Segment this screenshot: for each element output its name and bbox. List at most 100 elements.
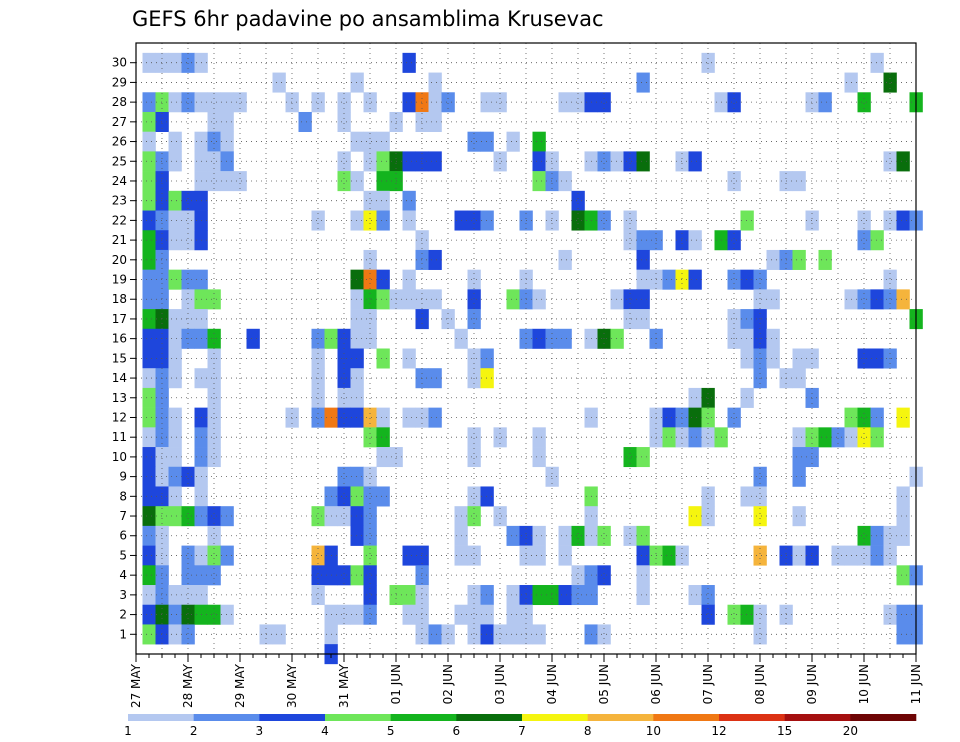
precip-cell [688,407,702,428]
precip-cell [181,466,195,487]
precip-cell [142,624,156,645]
precip-cell [727,171,741,192]
precip-cell [363,151,377,172]
precip-cell [181,585,195,606]
precip-cell [311,387,325,408]
precip-cell [493,427,507,448]
precip-cell [363,309,377,330]
precip-cell [272,624,286,645]
precip-cell [181,210,195,231]
precip-cell [272,72,286,93]
precip-cell [792,348,806,369]
precip-cell [350,328,364,349]
precip-cell [402,190,416,211]
precip-cell [142,545,156,566]
precip-cell [792,368,806,389]
precip-cell [181,269,195,290]
precip-cell [142,447,156,468]
precip-cell [753,269,767,290]
precip-cell [636,230,650,251]
precip-cell [168,230,182,251]
x-tick-label: 01 JUN [389,664,403,704]
precip-cell [155,486,169,507]
colorbar-swatch [128,714,194,721]
precip-cell [220,151,234,172]
precip-cell [857,427,871,448]
precip-cell [558,92,572,113]
precip-cell [376,348,390,369]
precip-cell [532,151,546,172]
colorbar-label: 7 [518,724,526,738]
precip-cell [350,407,364,428]
precip-cell [142,131,156,152]
precip-cell [753,289,767,310]
precip-cell [506,289,520,310]
precip-cell [207,92,221,113]
precip-cell [155,269,169,290]
precip-cell [337,565,351,586]
precip-cell [558,525,572,546]
precip-cell [480,348,494,369]
precip-cell [662,545,676,566]
precip-cell [220,545,234,566]
precip-cell [428,72,442,93]
precip-cell [415,309,429,330]
colorbar-label: 1 [124,724,132,738]
precip-cell [883,210,897,231]
precip-cell [363,486,377,507]
precip-cell [896,407,910,428]
precip-cell [597,624,611,645]
precip-cell [792,506,806,527]
precip-cell [168,407,182,428]
precip-cell [207,289,221,310]
precip-cell [701,387,715,408]
precip-cell [558,585,572,606]
precip-cell [870,427,884,448]
precip-cell [168,604,182,625]
precip-cell [181,52,195,73]
precip-cell [402,407,416,428]
precip-cell [545,210,559,231]
precip-cell [792,249,806,270]
precip-cell [753,624,767,645]
y-tick-label: 29 [112,75,127,89]
precip-cell [350,486,364,507]
precip-cell [675,269,689,290]
x-axis: 27 MAY 28 MAY 29 MAY 30 MAY 31 MAY 01 JUN 02 J… [129,654,923,708]
precip-cell [441,92,455,113]
precip-cell [688,230,702,251]
precip-cell [207,407,221,428]
precip-cell [636,289,650,310]
y-tick-label: 27 [112,115,127,129]
precip-cell [883,604,897,625]
precip-cell [311,545,325,566]
y-tick-label: 11 [112,430,127,444]
precip-cell [636,447,650,468]
x-tick-label: 30 MAY [285,663,299,708]
precip-cell [155,249,169,270]
precip-cell [142,368,156,389]
precip-cell [545,585,559,606]
precip-cell [805,447,819,468]
precip-cell [181,190,195,211]
precip-cell [623,447,637,468]
precip-cell [428,407,442,428]
precip-cell [142,348,156,369]
precip-cell [337,151,351,172]
precip-cell [155,604,169,625]
precip-cell [155,230,169,251]
precip-cell [142,171,156,192]
precip-cell [467,545,481,566]
precip-cell [688,269,702,290]
precip-cell [207,525,221,546]
precip-cell [376,171,390,192]
precip-cell [181,506,195,527]
precip-cell [636,269,650,290]
precip-cell [467,269,481,290]
precip-cell [155,289,169,310]
precip-cell [727,407,741,428]
colorbar-swatch [325,714,391,721]
precip-cell [896,486,910,507]
precip-cell [311,506,325,527]
precip-cell [870,407,884,428]
